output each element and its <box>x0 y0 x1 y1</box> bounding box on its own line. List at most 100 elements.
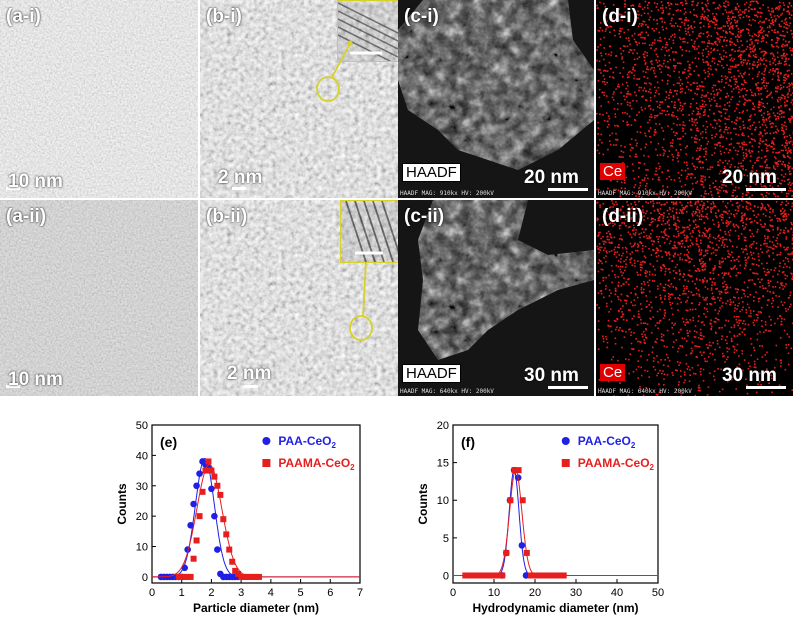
x-tick-label: 10 <box>488 587 500 599</box>
y-tick-label: 40 <box>136 450 148 462</box>
x-tick-label: 0 <box>450 587 456 599</box>
scale-label: 20 nm <box>722 167 777 189</box>
panel-label: (a-i) <box>6 6 41 28</box>
hrtem-image-b-ii: (b-ii) 2 nm <box>200 200 398 396</box>
y-tick-label: 10 <box>136 542 148 554</box>
scale-label: 10 nm <box>8 171 63 193</box>
y-tick-label: 5 <box>443 533 449 545</box>
x-tick-label: 3 <box>238 587 244 599</box>
x-tick-label: 6 <box>327 587 333 599</box>
data-point <box>205 458 211 464</box>
data-point <box>256 574 262 580</box>
data-point <box>190 501 197 508</box>
plot-frame <box>152 425 360 583</box>
legend-marker <box>262 437 270 445</box>
y-axis-label: Counts <box>115 483 129 525</box>
data-point <box>191 556 197 562</box>
legend-marker <box>562 437 570 445</box>
data-point <box>214 483 220 489</box>
panel-label: (f) <box>461 434 475 450</box>
data-point <box>196 470 203 477</box>
fit-curve <box>453 471 658 576</box>
y-tick-label: 15 <box>437 458 449 470</box>
legend-label: PAAMA-CeO2 <box>278 456 355 472</box>
legend-marker <box>562 459 570 467</box>
data-point <box>220 516 226 522</box>
ce-tag: Ce <box>600 364 625 381</box>
data-point <box>519 542 526 549</box>
fit-curve <box>453 470 658 575</box>
data-point <box>507 497 513 503</box>
hrtem-image-b-i: (b-i) 2 nm <box>200 0 398 198</box>
y-tick-label: 10 <box>437 495 449 507</box>
y-tick-label: 30 <box>136 481 148 493</box>
data-point <box>561 572 567 578</box>
haadf-tag: HAADF <box>402 364 461 383</box>
y-tick-label: 50 <box>136 420 148 432</box>
data-point <box>188 574 194 580</box>
panel-label: (c-ii) <box>404 206 444 228</box>
fit-curve <box>152 458 360 577</box>
x-tick-label: 0 <box>149 587 155 599</box>
x-tick-label: 30 <box>570 587 582 599</box>
x-axis-label: Particle diameter (nm) <box>193 601 319 615</box>
legend-marker <box>262 459 270 467</box>
scale-label: 20 nm <box>524 167 579 189</box>
panel-label: (d-ii) <box>602 206 643 228</box>
data-point <box>524 550 530 556</box>
panel-label: (e) <box>160 434 177 450</box>
fit-curve <box>152 465 360 577</box>
data-point <box>516 467 522 473</box>
panel-label: (c-i) <box>404 6 439 28</box>
haadf-image-c-ii: (c-ii) HAADF 30 nm HAADF MAG: 640kx HV: … <box>398 200 594 396</box>
data-point <box>499 572 505 578</box>
x-axis-label: Hydrodynamic diameter (nm) <box>472 601 638 615</box>
data-point <box>503 550 509 556</box>
x-tick-label: 2 <box>208 587 214 599</box>
panel-label: (a-ii) <box>6 206 46 228</box>
data-point <box>211 513 218 520</box>
data-point <box>194 537 200 543</box>
x-tick-label: 4 <box>268 587 274 599</box>
scale-label: 30 nm <box>722 365 777 387</box>
y-tick-label: 0 <box>142 572 148 584</box>
ce-map-d-i: (d-i) Ce 20 nm HAADF MAG: 910kx HV: 200k… <box>596 0 793 198</box>
data-point <box>200 489 206 495</box>
image-metadata: HAADF MAG: 640kx HV: 200kV <box>400 388 494 395</box>
y-axis-label: Counts <box>416 483 430 525</box>
x-tick-label: 20 <box>529 587 541 599</box>
data-point <box>197 513 203 519</box>
y-tick-label: 20 <box>136 511 148 523</box>
x-tick-label: 1 <box>179 587 185 599</box>
data-point <box>193 482 200 489</box>
haadf-tag: HAADF <box>402 163 461 182</box>
data-point <box>226 547 232 553</box>
scale-bar <box>244 385 258 388</box>
image-metadata: HAADF MAG: 910kx HV: 200kV <box>598 190 692 197</box>
legend-label: PAA-CeO2 <box>578 434 636 450</box>
haadf-image-c-i: (c-i) HAADF 20 nm HAADF MAG: 910kx HV: 2… <box>398 0 594 198</box>
x-tick-label: 40 <box>611 587 623 599</box>
ce-tag: Ce <box>600 163 625 180</box>
tem-image-a-i: (a-i) 10 nm <box>0 0 198 198</box>
data-point <box>520 497 526 503</box>
legend-label: PAA-CeO2 <box>278 434 336 450</box>
x-tick-label: 5 <box>298 587 304 599</box>
data-point <box>229 559 235 565</box>
image-metadata: HAADF MAG: 910kx HV: 200kV <box>400 190 494 197</box>
data-point <box>214 546 221 553</box>
tem-image-a-ii: (a-ii) 10 nm <box>0 200 198 396</box>
data-point <box>208 468 214 474</box>
data-point <box>208 486 215 493</box>
data-point <box>223 531 229 537</box>
plot-frame <box>453 425 658 583</box>
y-tick-label: 20 <box>437 420 449 432</box>
ce-map-d-ii: (d-ii) Ce 30 nm HAADF MAG: 640kx HV: 200… <box>596 200 793 396</box>
panel-label: (d-i) <box>602 6 638 28</box>
image-metadata: HAADF MAG: 640kx HV: 200kV <box>598 388 692 395</box>
scale-label: 2 nm <box>218 167 262 189</box>
data-point <box>202 468 208 474</box>
scale-label: 30 nm <box>524 365 579 387</box>
